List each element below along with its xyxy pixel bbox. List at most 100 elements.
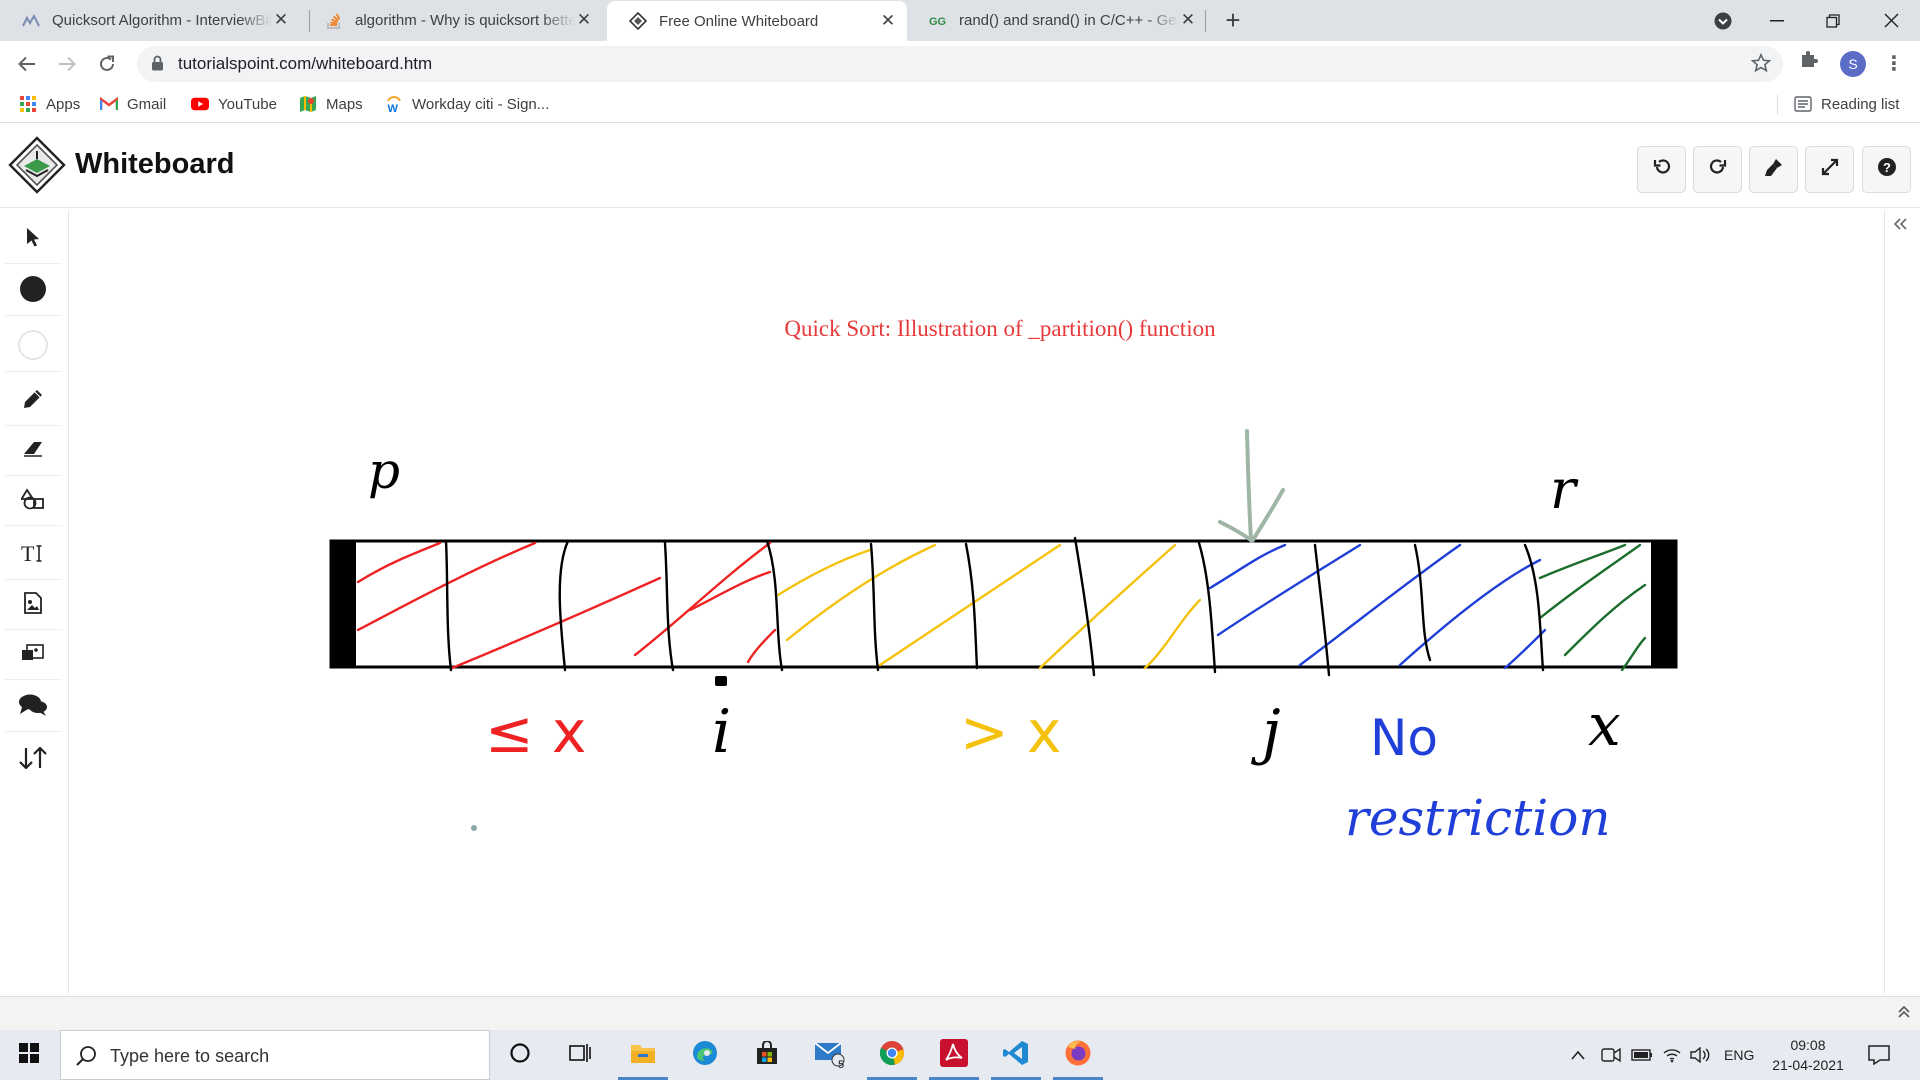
stroke-color-tool[interactable] [4, 324, 62, 372]
bookmark-gmail[interactable]: Gmail [100, 87, 166, 121]
gmail-icon [100, 95, 118, 113]
select-arrow-icon [25, 227, 41, 252]
task-view-button[interactable] [555, 1030, 605, 1080]
pencil-tool[interactable] [4, 378, 62, 426]
tab-stackoverflow[interactable]: algorithm - Why is quicksort better ✕ [303, 0, 603, 41]
mail-icon [814, 1039, 846, 1072]
tab-geeksforgeeks[interactable]: GG rand() and srand() in C/C++ - Geeksfo… [907, 0, 1207, 41]
edge-browser-button[interactable] [680, 1030, 730, 1080]
windows-taskbar: Type here to search 5 EN [0, 1030, 1920, 1080]
chrome-button[interactable] [867, 1030, 917, 1080]
minimize-icon[interactable] [1748, 0, 1806, 41]
acrobat-icon [940, 1038, 968, 1072]
undo-button[interactable] [1637, 146, 1686, 193]
bookmark-youtube[interactable]: YouTube [191, 87, 277, 121]
label-j: j [1251, 697, 1281, 767]
wifi-icon[interactable] [1662, 1030, 1682, 1080]
start-button[interactable] [0, 1030, 58, 1080]
battery-icon[interactable] [1631, 1030, 1653, 1080]
close-tab-icon[interactable]: ✕ [880, 11, 896, 30]
bookmark-apps[interactable]: Apps [19, 87, 80, 121]
tool-palette: T [0, 210, 69, 995]
label-less-equal-x: ≤ x [485, 698, 586, 766]
screenshot-tool[interactable] [4, 632, 62, 680]
acrobat-button[interactable] [929, 1030, 979, 1080]
reload-icon[interactable] [91, 48, 123, 80]
system-clock[interactable]: 09:08 21-04-2021 [1762, 1035, 1854, 1075]
app-title: Whiteboard [75, 148, 235, 180]
tab-whiteboard[interactable]: Free Online Whiteboard ✕ [607, 1, 907, 41]
close-tab-icon[interactable]: ✕ [1180, 10, 1196, 29]
extensions-puzzle-icon[interactable] [1799, 49, 1819, 74]
eraser-icon [22, 440, 44, 463]
help-button[interactable]: ? [1862, 146, 1911, 193]
firefox-icon [1064, 1039, 1092, 1072]
redo-icon [1708, 157, 1728, 182]
eraser-tool[interactable] [4, 428, 62, 476]
lock-icon[interactable] [151, 55, 164, 76]
screenshot-icon [21, 643, 45, 668]
clear-board-button[interactable] [1749, 146, 1798, 193]
whiteboard-canvas[interactable]: Quick Sort: Illustration of _partition()… [70, 210, 1884, 995]
shapes-tool[interactable] [4, 478, 62, 526]
apps-grid-icon [19, 95, 37, 113]
geeksforgeeks-favicon: GG [929, 12, 947, 30]
tray-overflow-icon[interactable] [1570, 1030, 1586, 1080]
tab-title: algorithm - Why is quicksort better [355, 12, 575, 29]
back-icon[interactable] [11, 48, 43, 80]
bookmark-label: Apps [46, 95, 81, 113]
select-tool[interactable] [4, 216, 62, 264]
chat-tool[interactable] [4, 684, 62, 732]
mail-button[interactable]: 5 [805, 1030, 855, 1080]
fullscreen-icon [1820, 157, 1840, 182]
fullscreen-button[interactable] [1805, 146, 1854, 193]
label-i: i [712, 697, 731, 767]
close-tab-icon[interactable]: ✕ [273, 10, 289, 29]
undo-icon [1652, 157, 1672, 182]
bookmark-label: Workday citi - Sign... [412, 95, 550, 113]
store-button[interactable] [742, 1030, 792, 1080]
stray-dot [471, 825, 477, 831]
restore-icon[interactable] [1804, 0, 1862, 41]
taskbar-search-box[interactable]: Type here to search [60, 1030, 490, 1080]
youtube-icon [191, 95, 209, 113]
expand-panel-icon[interactable] [1896, 1003, 1912, 1022]
browser-menu-icon[interactable]: ⋮ [1884, 53, 1904, 75]
svg-text:W: W [388, 103, 399, 113]
bookmark-maps[interactable]: Maps [299, 87, 363, 121]
input-language[interactable]: ENG [1724, 1047, 1755, 1063]
image-tool[interactable] [4, 582, 62, 630]
reading-list-button[interactable]: Reading list [1794, 87, 1899, 121]
drawing-surface[interactable]: Quick Sort: Illustration of _partition()… [70, 210, 1884, 995]
tab-title: Free Online Whiteboard [659, 12, 819, 30]
close-window-icon[interactable] [1862, 0, 1920, 41]
tab-search-icon[interactable] [1694, 0, 1752, 41]
bookmarks-bar: Apps Gmail YouTube Maps W Workday citi -… [0, 87, 1920, 123]
volume-icon[interactable] [1690, 1030, 1712, 1080]
bookmark-workday[interactable]: W Workday citi - Sign... [385, 87, 549, 121]
cortana-button[interactable] [495, 1030, 545, 1080]
stackoverflow-favicon [325, 12, 343, 30]
new-tab-button[interactable]: + [1225, 5, 1241, 35]
collapse-panel-icon[interactable] [1891, 215, 1911, 235]
fill-color-tool[interactable] [4, 268, 62, 316]
label-p: p [368, 442, 400, 500]
tab-interviewbit[interactable]: Quicksort Algorithm - InterviewBit ✕ [0, 0, 300, 41]
address-bar[interactable]: tutorialspoint.com/whiteboard.htm [137, 46, 1783, 82]
profile-avatar[interactable]: S [1840, 51, 1866, 77]
firefox-button[interactable] [1053, 1030, 1103, 1080]
clock-date: 21-04-2021 [1772, 1057, 1844, 1073]
text-tool[interactable]: T [4, 532, 62, 580]
label-r: r [1550, 458, 1579, 521]
bookmark-star-icon[interactable] [1750, 52, 1772, 78]
file-explorer-button[interactable] [618, 1030, 668, 1080]
forward-icon[interactable] [51, 48, 83, 80]
url-text[interactable]: tutorialspoint.com/whiteboard.htm [178, 54, 433, 73]
meet-now-icon[interactable] [1601, 1030, 1621, 1080]
swap-tool[interactable] [4, 736, 62, 784]
notifications-icon[interactable] [1868, 1030, 1890, 1080]
mail-badge: 5 [838, 1059, 845, 1071]
redo-button[interactable] [1693, 146, 1742, 193]
vscode-button[interactable] [991, 1030, 1041, 1080]
close-tab-icon[interactable]: ✕ [576, 10, 592, 29]
